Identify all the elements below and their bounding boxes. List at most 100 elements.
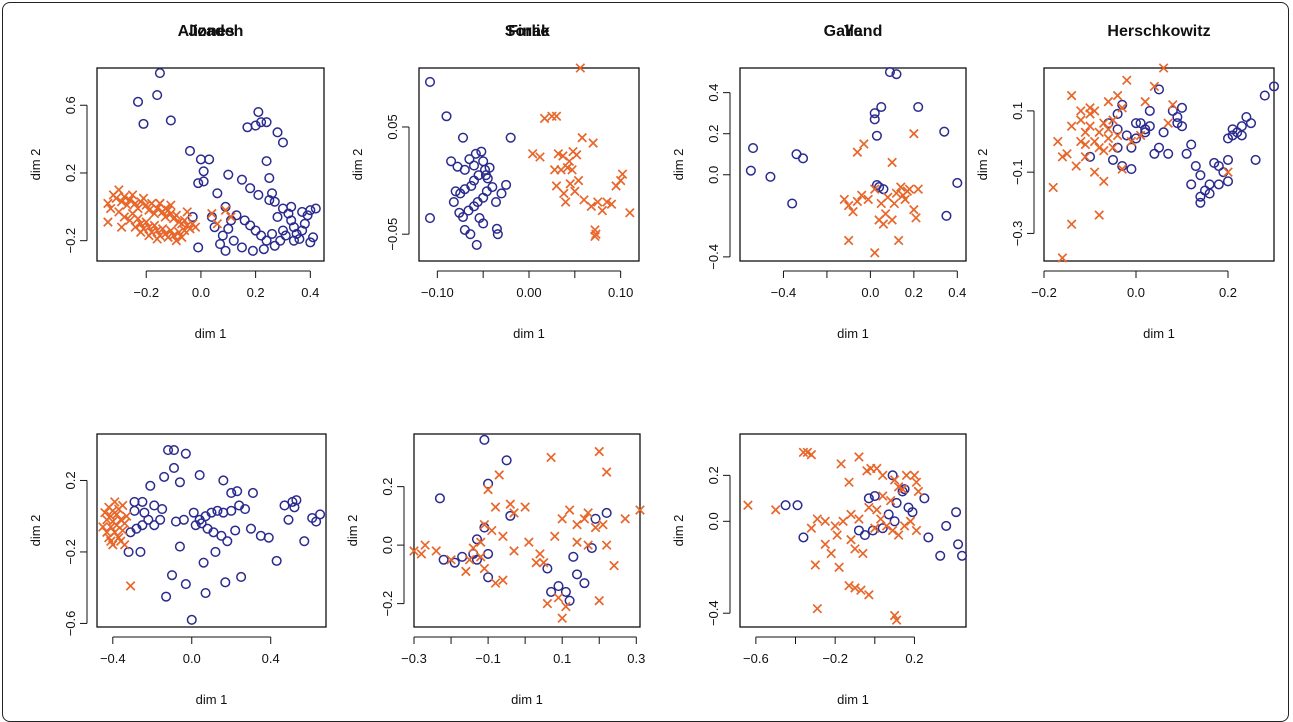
data-point-cross xyxy=(812,514,823,524)
y-axis-label: dim 2 xyxy=(671,515,686,547)
data-point-circle xyxy=(264,195,275,206)
data-point-cross xyxy=(479,519,490,530)
data-point-circle xyxy=(152,90,163,101)
data-point-circle xyxy=(853,525,864,536)
data-point-cross xyxy=(149,208,160,219)
data-point-circle xyxy=(501,455,512,466)
data-point-cross xyxy=(893,482,904,492)
data-point-circle xyxy=(479,164,491,175)
data-point-circle xyxy=(571,569,583,580)
data-point-circle xyxy=(1112,124,1123,135)
data-point-circle xyxy=(798,532,809,543)
data-point-circle xyxy=(1117,160,1128,172)
data-point-circle xyxy=(247,245,258,256)
data-point-circle xyxy=(468,160,480,171)
data-point-circle xyxy=(271,555,282,566)
panel-title: Finak xyxy=(508,23,550,40)
data-point-circle xyxy=(449,557,460,568)
panel-herschkowitz: Herschkowitz −0.2 0.0 0.2 dim 1 −0.3 −0.1 0.1 di… xyxy=(975,23,1280,341)
data-point-circle xyxy=(923,532,934,543)
data-point-cross xyxy=(498,575,508,586)
data-point-cross xyxy=(887,157,897,168)
data-point-circle xyxy=(218,507,229,518)
plot-area xyxy=(413,433,641,628)
data-point-circle xyxy=(280,230,291,241)
data-point-circle xyxy=(1163,148,1174,159)
data-point-cross xyxy=(594,446,605,457)
data-point-cross xyxy=(844,477,854,488)
data-point-circle xyxy=(424,76,436,87)
data-point-cross xyxy=(826,548,836,559)
data-point-cross xyxy=(207,208,217,219)
data-point-cross xyxy=(1066,121,1077,132)
data-point-cross xyxy=(171,235,182,246)
data-point-circle xyxy=(149,520,160,531)
data-point-cross xyxy=(887,525,898,536)
data-point-cross xyxy=(798,447,809,458)
x-tick-label: 0.4 xyxy=(948,285,966,300)
data-point-circle xyxy=(455,188,466,199)
data-point-cross xyxy=(1167,99,1178,110)
data-point-circle xyxy=(1153,142,1165,153)
data-point-circle xyxy=(180,579,191,590)
x-tick-label: 0.4 xyxy=(301,285,319,300)
data-point-cross xyxy=(171,210,182,221)
data-point-cross xyxy=(546,452,556,463)
data-point-cross xyxy=(106,511,116,522)
data-point-circle xyxy=(261,117,272,128)
data-point-cross xyxy=(1075,115,1086,125)
data-point-circle xyxy=(496,188,507,199)
data-point-cross xyxy=(527,148,538,159)
data-point-circle xyxy=(263,532,274,543)
data-point-circle xyxy=(308,232,319,243)
data-point-cross xyxy=(119,518,130,529)
data-point-cross xyxy=(848,206,858,217)
data-point-cross xyxy=(913,486,924,497)
data-point-cross xyxy=(863,194,874,205)
data-point-circle xyxy=(441,111,452,122)
data-point-circle xyxy=(125,527,136,538)
data-point-cross xyxy=(858,548,868,559)
x-tick-label: −0.10 xyxy=(421,285,454,300)
data-point-cross xyxy=(152,234,162,244)
data-point-cross xyxy=(135,218,146,229)
y-tick-label: −0.2 xyxy=(63,228,78,254)
data-point-cross xyxy=(431,546,442,556)
data-point-cross xyxy=(125,195,135,205)
data-point-circle xyxy=(137,496,148,507)
data-point-cross xyxy=(846,509,856,520)
y-tick-label: 0.0 xyxy=(706,166,721,184)
data-point-circle xyxy=(1195,197,1206,208)
data-point-cross xyxy=(1158,63,1169,73)
data-point-cross xyxy=(1163,118,1174,128)
data-point-cross xyxy=(182,207,193,217)
data-point-circle xyxy=(601,507,612,519)
panel-title: Jones xyxy=(188,23,234,40)
data-point-circle xyxy=(283,514,294,525)
y-tick-label: 0.6 xyxy=(63,96,78,114)
x-tick-label: −0.2 xyxy=(1031,285,1057,300)
panel-finak: Finak −0.10 0.00 0.10 dim 1 −0.05 0.05 dim 2 xyxy=(350,23,640,341)
data-point-cross xyxy=(1089,167,1100,177)
data-point-circle xyxy=(245,523,257,534)
data-point-circle xyxy=(215,239,226,250)
data-point-circle xyxy=(952,177,963,189)
data-point-cross xyxy=(854,514,864,524)
data-point-circle xyxy=(1121,130,1132,141)
data-point-cross xyxy=(570,186,580,197)
data-point-circle xyxy=(1107,154,1119,165)
data-point-cross xyxy=(878,219,889,229)
data-point-cross xyxy=(144,205,154,216)
data-point-circle xyxy=(492,229,503,240)
y-axis-label: dim 2 xyxy=(345,515,360,547)
data-point-cross xyxy=(179,225,190,236)
x-tick-label: 0.10 xyxy=(608,285,633,300)
panel-title: Ye xyxy=(844,23,863,40)
data-point-cross xyxy=(1223,167,1233,177)
data-point-cross xyxy=(850,583,860,593)
data-point-circle xyxy=(450,186,461,197)
data-point-circle xyxy=(161,591,172,602)
data-point-circle xyxy=(476,146,487,157)
y-tick-label: −0.4 xyxy=(706,244,721,270)
data-point-cross xyxy=(107,539,118,550)
